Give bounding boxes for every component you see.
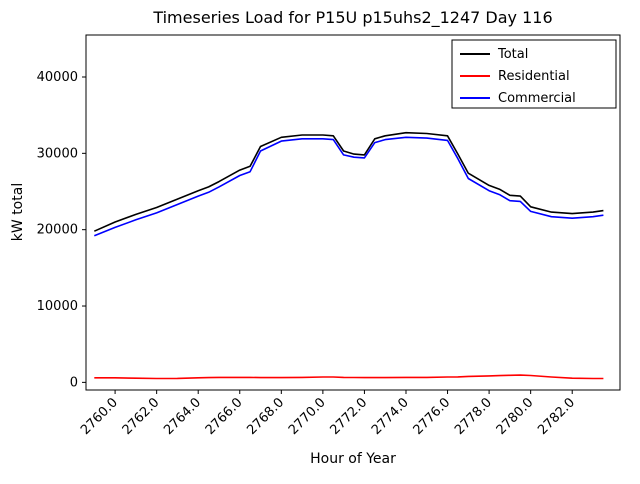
x-tick-label: 2770.0 <box>286 395 329 438</box>
x-tick-label: 2760.0 <box>78 395 121 438</box>
legend: Total Residential Commercial <box>451 39 617 109</box>
y-tick-label: 10000 <box>37 299 78 314</box>
x-tick-label: 2778.0 <box>452 395 495 438</box>
y-tick-label: 20000 <box>37 223 78 238</box>
x-tick-label: 2776.0 <box>411 395 454 438</box>
series-line-residential <box>94 374 604 380</box>
legend-label-commercial: Commercial <box>498 91 576 106</box>
y-axis-label: kW total <box>10 183 26 241</box>
y-tick-label: 0 <box>70 375 78 390</box>
x-tick-label: 2772.0 <box>327 395 370 438</box>
y-tick-label: 40000 <box>37 70 78 85</box>
legend-frame <box>451 39 617 109</box>
legend-label-total: Total <box>497 47 528 62</box>
x-tick-label: 2762.0 <box>120 395 163 438</box>
series-line-commercial <box>94 136 604 237</box>
x-tick-label: 2764.0 <box>161 395 204 438</box>
x-tick-label: 2782.0 <box>535 395 578 438</box>
series-line-total <box>93 131 604 232</box>
x-tick-label: 2774.0 <box>369 395 412 438</box>
x-tick-label: 2766.0 <box>203 395 246 438</box>
x-tick-label: 2768.0 <box>244 395 287 438</box>
y-tick-label: 30000 <box>37 146 78 161</box>
x-axis-label: Hour of Year <box>310 451 396 467</box>
legend-label-residential: Residential <box>498 69 570 84</box>
chart-title: Timeseries Load for P15U p15uhs2_1247 Da… <box>152 8 552 28</box>
x-tick-label: 2780.0 <box>494 395 537 438</box>
axes-spines <box>85 34 621 391</box>
